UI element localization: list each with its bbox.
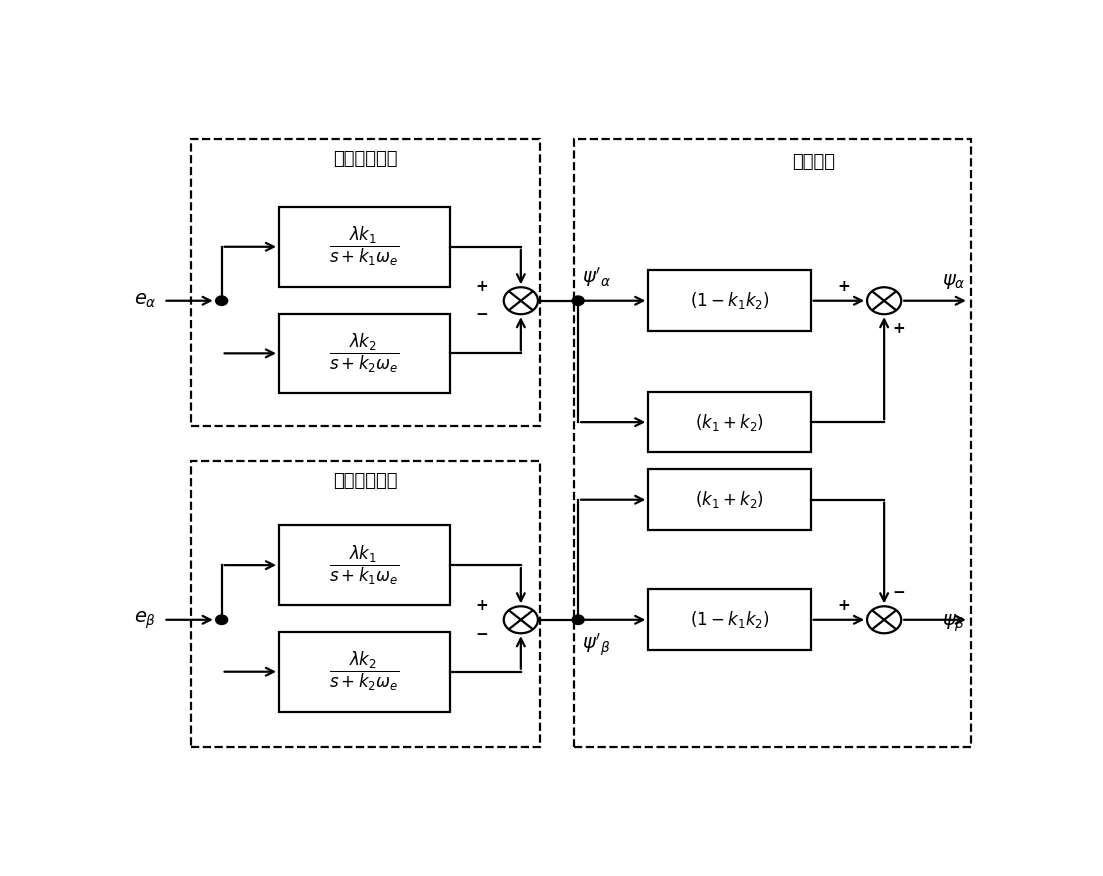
Text: $(k_1+k_2)$: $(k_1+k_2)$ [695, 412, 764, 433]
Circle shape [867, 606, 901, 633]
Text: $\psi_\alpha$: $\psi_\alpha$ [942, 272, 965, 291]
Circle shape [216, 296, 227, 306]
Text: 第一滤波单元: 第一滤波单元 [333, 472, 397, 490]
Circle shape [867, 287, 901, 314]
Text: −: − [892, 584, 906, 599]
Bar [649, 590, 811, 650]
Text: 第一滤波单元: 第一滤波单元 [333, 150, 397, 168]
Text: +: + [475, 598, 489, 613]
Text: $(1-k_1k_2)$: $(1-k_1k_2)$ [689, 610, 769, 630]
Text: $e_\alpha$: $e_\alpha$ [133, 292, 157, 310]
Text: +: + [837, 598, 850, 613]
Bar [279, 526, 450, 605]
Text: −: − [475, 307, 489, 322]
Bar [279, 207, 450, 286]
Circle shape [572, 615, 585, 625]
Bar [279, 632, 450, 711]
Bar [649, 271, 811, 331]
Text: $\dfrac{\lambda k_1}{s+k_1\omega_e}$: $\dfrac{\lambda k_1}{s+k_1\omega_e}$ [330, 543, 399, 587]
Circle shape [504, 606, 538, 633]
Text: $\psi'_\beta$: $\psi'_\beta$ [582, 632, 611, 659]
Text: +: + [837, 279, 850, 294]
Text: 补偿单元: 补偿单元 [792, 153, 835, 172]
Text: −: − [475, 626, 489, 641]
Text: $\psi_\beta$: $\psi_\beta$ [942, 612, 965, 634]
Text: $e_\beta$: $e_\beta$ [135, 609, 157, 631]
Bar [191, 461, 539, 747]
Text: $(k_1+k_2)$: $(k_1+k_2)$ [695, 489, 764, 510]
Bar [649, 470, 811, 530]
Text: $\dfrac{\lambda k_1}{s+k_1\omega_e}$: $\dfrac{\lambda k_1}{s+k_1\omega_e}$ [330, 225, 399, 268]
Text: $\dfrac{\lambda k_2}{s+k_2\omega_e}$: $\dfrac{\lambda k_2}{s+k_2\omega_e}$ [330, 650, 399, 693]
Text: +: + [892, 321, 906, 336]
Circle shape [572, 296, 585, 306]
Bar [649, 392, 811, 453]
Bar [279, 314, 450, 393]
Circle shape [504, 287, 538, 314]
Bar [191, 139, 539, 426]
Text: $(1-k_1k_2)$: $(1-k_1k_2)$ [689, 290, 769, 311]
Text: $\psi'_\alpha$: $\psi'_\alpha$ [582, 265, 611, 288]
Text: +: + [475, 279, 489, 294]
Bar [574, 139, 972, 747]
Text: $\dfrac{\lambda k_2}{s+k_2\omega_e}$: $\dfrac{\lambda k_2}{s+k_2\omega_e}$ [330, 332, 399, 375]
Circle shape [216, 615, 227, 625]
